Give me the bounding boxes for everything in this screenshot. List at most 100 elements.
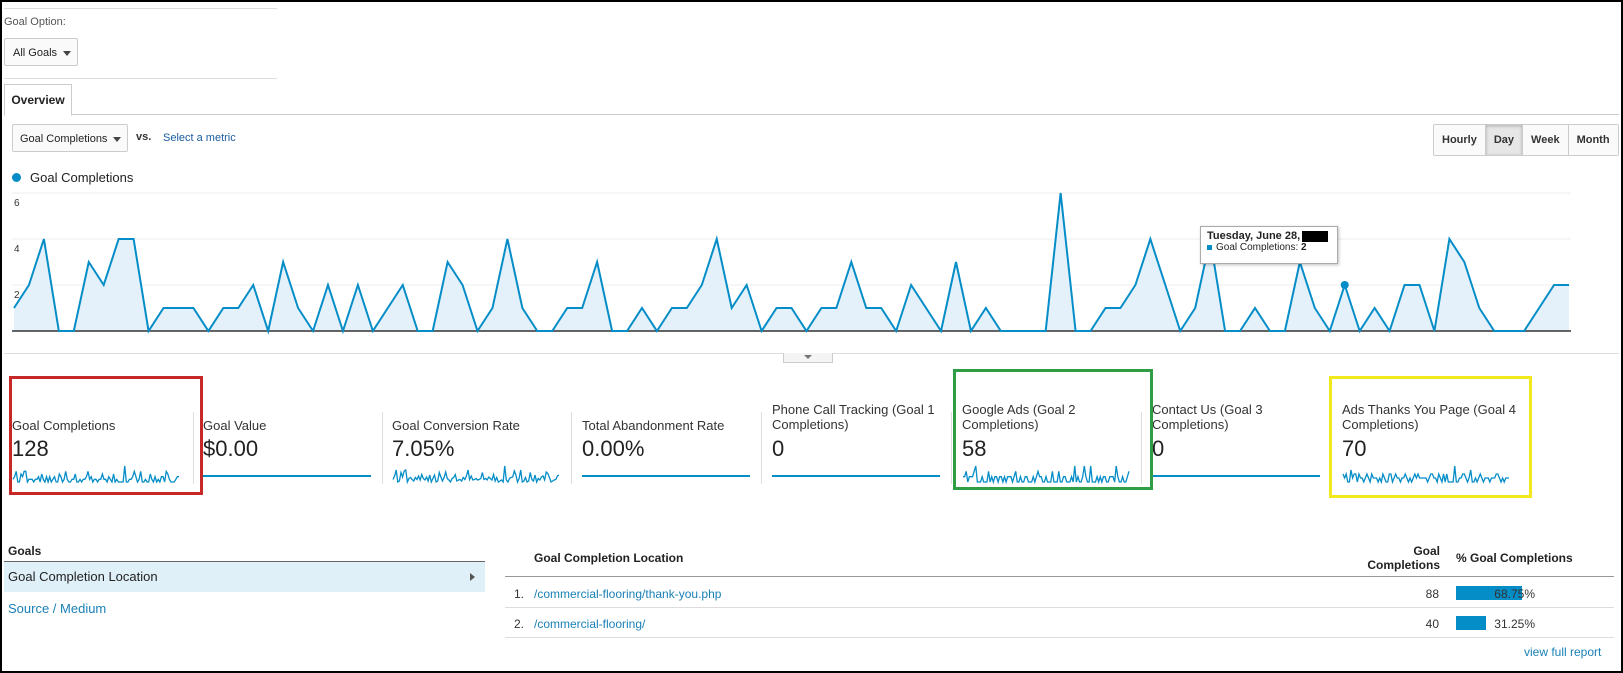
tab-overview[interactable]: Overview (4, 84, 72, 116)
sparkline (1342, 465, 1509, 484)
scorecard-label: Goal Value (203, 418, 267, 433)
scorecard-goal-completions[interactable]: Goal Completions 128 (12, 380, 192, 484)
month-button[interactable]: Month (1568, 125, 1618, 155)
divider (951, 412, 952, 484)
scorecard-value: 70 (1342, 436, 1367, 461)
y-tick-label: 6 (14, 198, 20, 209)
metric-dropdown[interactable]: Goal Completions (12, 124, 128, 152)
goal-completions-chart (12, 192, 1571, 335)
column-header-pct[interactable]: % Goal Completions (1456, 551, 1573, 565)
vs-label: vs. (136, 131, 152, 143)
scorecard-contact-us[interactable]: Contact Us (Goal 3 Completions) 0 (1152, 380, 1332, 480)
goals-item-source-medium[interactable]: Source / Medium (8, 601, 107, 616)
sparkline (772, 475, 940, 477)
chevron-right-icon (470, 573, 475, 581)
tooltip-series-icon (1207, 244, 1212, 250)
redaction-block (1302, 230, 1329, 242)
scorecard-label: Total Abandonment Rate (582, 418, 725, 433)
divider (571, 412, 572, 484)
tab-divider (4, 114, 1619, 115)
divider (4, 561, 485, 562)
week-button[interactable]: Week (1523, 125, 1569, 155)
sparkline-path (963, 465, 1130, 484)
y-tick-label: 2 (14, 290, 20, 301)
sparkline-path (1342, 465, 1509, 484)
divider (1141, 412, 1142, 484)
hourly-button[interactable]: Hourly (1434, 125, 1486, 155)
scorecard-value: $0.00 (203, 436, 259, 461)
sparkline (1152, 475, 1320, 477)
row-completions: 40 (1425, 617, 1439, 631)
divider (4, 78, 277, 79)
scorecard-label: Phone Call Tracking (Goal 1 Completions) (772, 402, 935, 432)
row-completions: 88 (1425, 587, 1439, 601)
scorecard-value: 0 (1152, 436, 1165, 461)
tooltip-value: 2 (1301, 242, 1307, 253)
scorecard-phone-call-tracking[interactable]: Phone Call Tracking (Goal 1 Completions)… (772, 380, 952, 480)
collapse-chart-toggle[interactable] (783, 353, 833, 363)
granularity-toggle: Hourly Day Week Month (1433, 124, 1619, 156)
scorecard-label: Google Ads (Goal 2 Completions) (962, 402, 1076, 432)
goals-heading: Goals (8, 544, 42, 558)
scorecard-label: Goal Completions (12, 418, 116, 433)
sparkline (582, 475, 750, 477)
tooltip-metric: Goal Completions: (1216, 242, 1299, 253)
day-button[interactable]: Day (1485, 125, 1524, 155)
y-tick-label: 4 (14, 244, 20, 255)
sparkline (963, 465, 1130, 484)
scorecard-value: 58 (962, 436, 987, 461)
scorecard-ads-thanks-you-page[interactable]: Ads Thanks You Page (Goal 4 Completions)… (1342, 380, 1522, 484)
scorecard-goal-conversion-rate[interactable]: Goal Conversion Rate 7.05% (392, 380, 572, 484)
chart-legend: Goal Completions (12, 170, 133, 185)
sparkline (392, 465, 560, 484)
series-line (13, 192, 1569, 335)
legend-label: Goal Completions (30, 170, 134, 185)
row-location-link[interactable]: /commercial-flooring/thank-you.php (534, 587, 722, 601)
highlight-point[interactable] (1340, 281, 1349, 289)
chevron-down-icon (113, 136, 122, 142)
column-header-location[interactable]: Goal Completion Location (534, 551, 684, 565)
sparkline-path (12, 465, 179, 484)
highlight-box-red (9, 376, 203, 495)
legend-dot-icon (12, 173, 21, 182)
view-full-report-link[interactable]: view full report (1524, 645, 1602, 659)
highlight-box-yellow (1329, 376, 1532, 498)
pct-bar (1456, 586, 1522, 600)
scorecard-label: Ads Thanks You Page (Goal 4 Completions) (1342, 402, 1516, 432)
chart-tooltip: Tuesday, June 28, Goal Completions: 2 (1200, 226, 1338, 264)
row-number: 1. (514, 587, 525, 601)
goal-option-dropdown[interactable]: All Goals (4, 38, 78, 66)
scorecard-value: 0.00% (582, 436, 645, 461)
divider (382, 412, 383, 484)
sparkline (12, 465, 179, 484)
scorecard-google-ads[interactable]: Google Ads (Goal 2 Completions) 58 (962, 380, 1142, 484)
divider (4, 8, 277, 9)
sparkline (203, 475, 371, 477)
chevron-down-icon (804, 355, 812, 359)
select-metric-link[interactable]: Select a metric (163, 132, 236, 144)
divider (505, 607, 1614, 608)
goal-option-value: All Goals (13, 47, 58, 59)
divider (505, 576, 1614, 577)
scorecard-total-abandonment-rate[interactable]: Total Abandonment Rate 0.00% (582, 380, 762, 480)
highlight-box-green (953, 369, 1153, 490)
scorecard-goal-value[interactable]: Goal Value $0.00 (203, 380, 383, 480)
row-pct: 31.25% (1494, 617, 1535, 631)
pct-bar (1456, 616, 1486, 630)
goals-item-label: Goal Completion Location (8, 569, 158, 584)
column-header-completions[interactable]: Goal Completions (1367, 544, 1440, 572)
row-pct: 68.75% (1494, 587, 1535, 601)
goal-option-label: Goal Option: (4, 16, 66, 28)
scorecard-value: 0 (772, 436, 785, 461)
goals-item-completion-location[interactable]: Goal Completion Location (4, 562, 485, 592)
sparkline-path (392, 465, 560, 484)
row-location-link[interactable]: /commercial-flooring/ (534, 617, 646, 631)
scorecard-label: Goal Conversion Rate (392, 418, 520, 433)
scorecard-value: 128 (12, 436, 49, 461)
divider (193, 412, 194, 484)
scorecard-value: 7.05% (392, 436, 455, 461)
scorecard-label: Contact Us (Goal 3 Completions) (1152, 402, 1263, 432)
divider (761, 412, 762, 484)
chevron-down-icon (63, 50, 72, 56)
